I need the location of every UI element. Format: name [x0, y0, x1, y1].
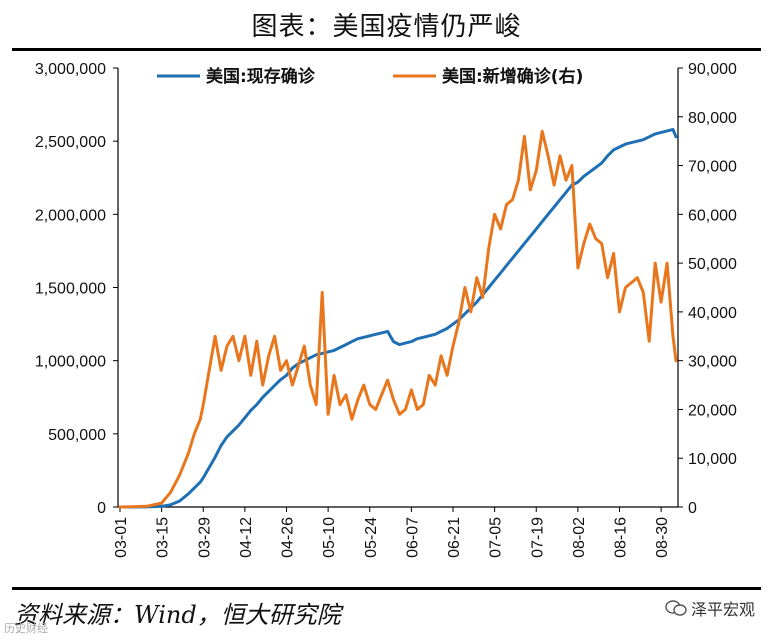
left-tick-label: 1,500,000	[35, 281, 106, 298]
legend-label-left: 美国:现存确诊	[206, 66, 316, 87]
left-tick-label: 0	[97, 500, 106, 517]
series-line-current-cases	[118, 128, 678, 509]
x-tick-label: 08-30	[654, 517, 671, 558]
right-tick-label: 50,000	[688, 256, 737, 273]
legend: 美国:现存确诊 美国:新增确诊(右)	[157, 66, 583, 87]
x-axis-ticks: 03-01 03-15 03-29 04-12 04-26 05-10 05-24 06-07…	[113, 507, 671, 558]
x-tick-label: 06-21	[446, 517, 463, 558]
right-tick-label: 60,000	[688, 207, 737, 224]
x-tick-label: 03-01	[113, 517, 130, 558]
chart-title: 图表：美国疫情仍严峻	[251, 12, 522, 42]
right-tick-label: 20,000	[688, 402, 737, 419]
right-tick-label: 70,000	[688, 159, 737, 176]
wechat-icon	[665, 600, 687, 616]
bottom-rule	[12, 587, 761, 590]
x-tick-label: 08-02	[571, 517, 588, 558]
series-line-new-cases	[118, 129, 678, 509]
x-tick-label: 03-29	[196, 517, 213, 558]
watermark-text: 泽平宏观	[690, 600, 755, 619]
x-tick-label: 04-12	[238, 517, 255, 558]
corner-watermark: 历史财经	[4, 622, 48, 635]
series-layer	[118, 128, 678, 509]
x-tick-label: 06-07	[404, 517, 421, 558]
left-tick-label: 3,000,000	[35, 61, 106, 78]
line-chart: 0 500,000 1,000,000 1,500,000 2,000,000 2,500…	[35, 61, 737, 558]
x-tick-label: 07-05	[488, 517, 505, 558]
right-tick-label: 30,000	[688, 354, 737, 371]
x-tick-label: 03-15	[155, 517, 172, 558]
right-tick-label: 90,000	[688, 61, 737, 78]
right-axis-ticks: 0 10,000 20,000 30,000 40,000 50,000 60,000 70,…	[678, 61, 737, 517]
top-rule	[12, 48, 761, 51]
right-tick-label: 80,000	[688, 110, 737, 127]
left-tick-label: 2,500,000	[35, 134, 106, 151]
right-tick-label: 10,000	[688, 451, 737, 468]
axes	[117, 68, 679, 508]
x-tick-label: 04-26	[280, 517, 297, 558]
left-tick-label: 500,000	[48, 427, 106, 444]
right-tick-label: 0	[688, 500, 697, 517]
watermark: 泽平宏观	[665, 596, 755, 620]
source-note: 资料来源：Wind，恒大研究院	[14, 601, 341, 629]
x-tick-label: 05-24	[363, 517, 380, 558]
left-axis-ticks: 0 500,000 1,000,000 1,500,000 2,000,000 2,500…	[35, 61, 118, 517]
x-tick-label: 08-16	[613, 517, 630, 558]
left-tick-label: 1,000,000	[35, 354, 106, 371]
x-tick-label: 07-19	[529, 517, 546, 558]
left-tick-label: 2,000,000	[35, 207, 106, 224]
right-tick-label: 40,000	[688, 305, 737, 322]
x-tick-label: 05-10	[321, 517, 338, 558]
legend-label-right: 美国:新增确诊(右)	[442, 66, 583, 87]
